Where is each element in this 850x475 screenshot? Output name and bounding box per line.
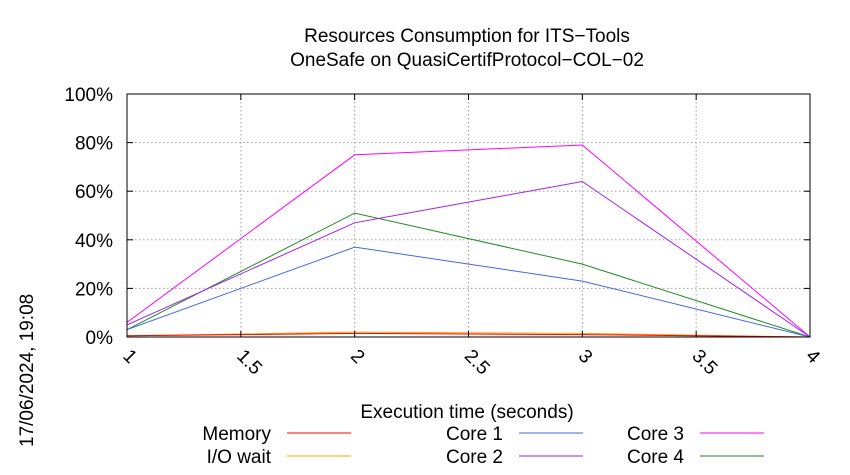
y-tick-label: 60% bbox=[75, 182, 113, 203]
x-tick-label: 2 bbox=[346, 346, 368, 368]
legend-label: Core 2 bbox=[446, 447, 503, 468]
series-line-core-2 bbox=[126, 180, 811, 338]
x-tick-label: 1.5 bbox=[232, 346, 266, 380]
legend-label: Core 1 bbox=[446, 424, 503, 445]
y-tick-label: 100% bbox=[64, 85, 113, 106]
legend-label: Core 4 bbox=[627, 447, 684, 468]
series-line-core-3 bbox=[126, 144, 811, 338]
grid-lines bbox=[127, 94, 810, 337]
chart-title: Resources Consumption for ITS−Tools bbox=[304, 26, 630, 47]
timestamp: 17/06/2024, 19:08 bbox=[17, 294, 38, 447]
x-tick-label: 1 bbox=[118, 346, 140, 368]
y-tick-label: 20% bbox=[75, 279, 113, 300]
legend-label: Memory bbox=[202, 424, 271, 445]
legend-label: Core 3 bbox=[627, 424, 684, 445]
x-tick-label: 2.5 bbox=[460, 346, 494, 380]
legend-label: I/O wait bbox=[207, 447, 272, 468]
series-line-core-4 bbox=[126, 212, 811, 338]
chart-subtitle: OneSafe on QuasiCertifProtocol−COL−02 bbox=[290, 50, 644, 71]
x-tick-label: 3 bbox=[574, 346, 596, 368]
x-tick-label: 4 bbox=[801, 346, 824, 369]
y-tick-label: 0% bbox=[86, 328, 114, 349]
series-lines bbox=[126, 144, 811, 338]
y-tick-label: 80% bbox=[75, 134, 113, 155]
y-tick-label: 40% bbox=[75, 231, 113, 252]
x-axis-label: Execution time (seconds) bbox=[360, 402, 573, 423]
x-tick-label: 3.5 bbox=[688, 346, 722, 380]
series-line-core-1 bbox=[126, 246, 811, 338]
